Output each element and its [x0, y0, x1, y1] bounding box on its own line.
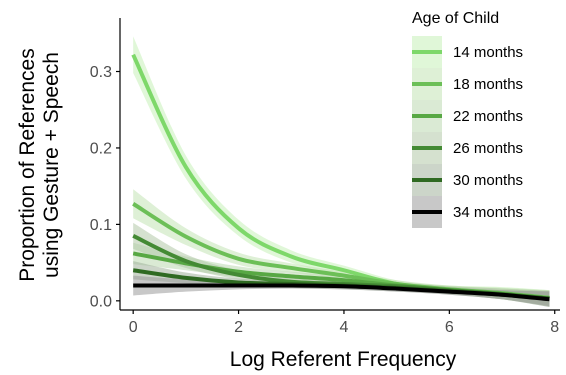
legend-label-4: 26 months	[453, 140, 523, 157]
y-ticks: 0.0 0.1 0.2 0.3	[90, 64, 120, 310]
y-tick-label: 0.3	[90, 64, 112, 81]
legend-label-3: 22 months	[453, 108, 523, 125]
x-ticks: 0 2 4 6 8	[129, 310, 559, 336]
x-axis-title: Log Referent Frequency	[230, 348, 457, 371]
legend-label-1: 14 months	[453, 44, 523, 61]
lines-layer	[131, 53, 550, 302]
legend: Age of Child 14 months 18 months 22 months…	[412, 10, 523, 228]
x-tick-label: 6	[445, 319, 454, 336]
y-axis-title-line-1: Proportion of References	[16, 48, 39, 281]
x-tick-label: 2	[234, 319, 243, 336]
y-axis-title-line-2: using Gesture + Speech	[40, 52, 63, 278]
series-line-6	[133, 283, 550, 302]
y-tick-label: 0.2	[90, 140, 112, 157]
legend-label-5: 30 months	[453, 172, 523, 189]
y-tick-label: 0.1	[90, 217, 112, 234]
legend-title: Age of Child	[412, 10, 499, 27]
y-tick-label: 0.0	[90, 293, 112, 310]
x-tick-label: 4	[339, 319, 348, 336]
y-axis-title: Proportion of References using Gesture +…	[16, 48, 63, 281]
x-tick-label: 8	[550, 319, 559, 336]
legend-label-2: 18 months	[453, 76, 523, 93]
legend-label-6: 34 months	[453, 204, 523, 221]
x-tick-label: 0	[129, 319, 138, 336]
